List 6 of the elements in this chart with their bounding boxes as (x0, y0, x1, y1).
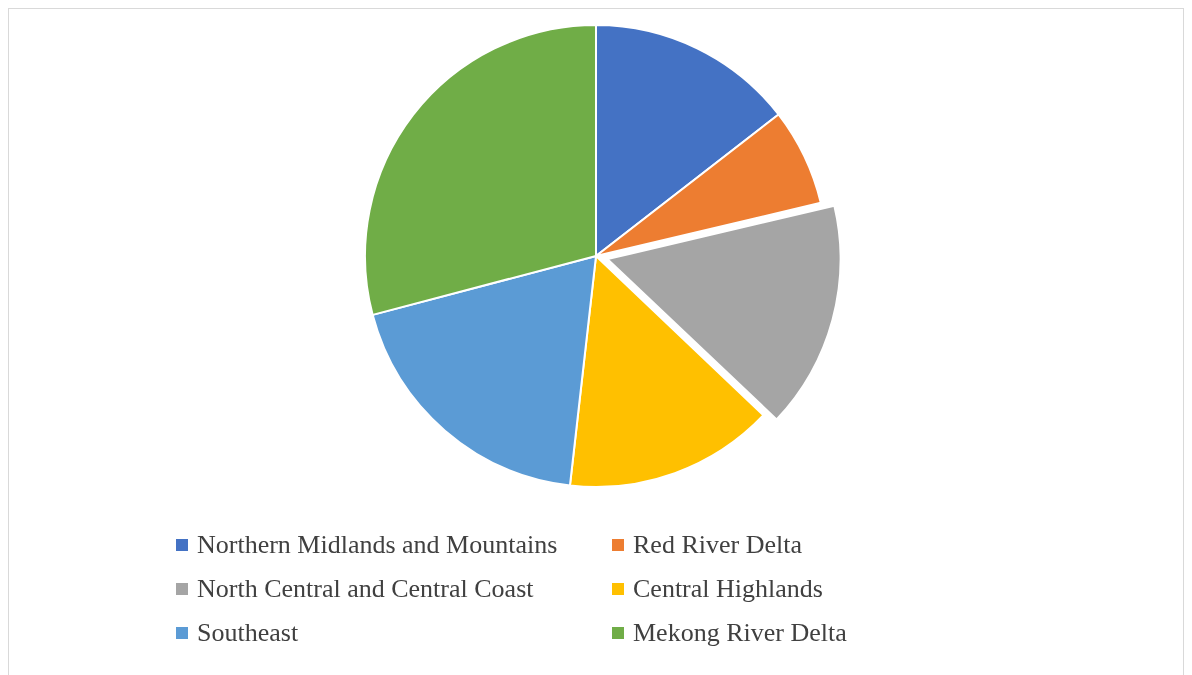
legend-label: Mekong River Delta (633, 618, 847, 648)
legend-label: Southeast (197, 618, 299, 648)
legend-label: Red River Delta (633, 530, 802, 560)
legend-label: Northern Midlands and Mountains (197, 530, 558, 560)
legend-label: North Central and Central Coast (197, 574, 534, 604)
legend-label: Central Highlands (633, 574, 823, 604)
